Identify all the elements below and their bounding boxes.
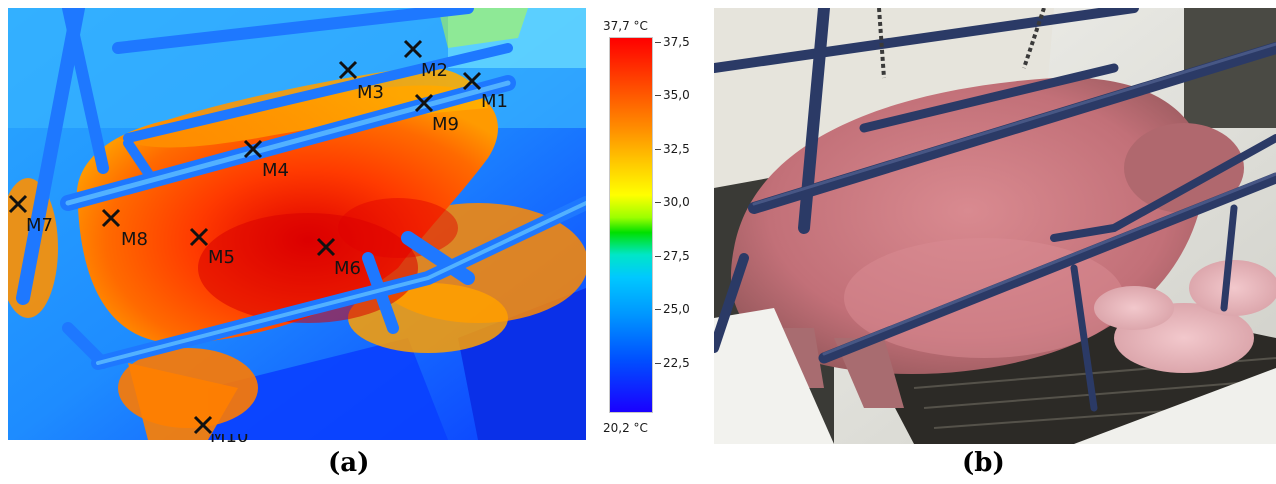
scale-tick	[655, 309, 661, 310]
marker-label-m8: M8	[121, 229, 148, 250]
marker-m4-icon	[242, 138, 264, 160]
marker-m1-icon	[461, 70, 483, 92]
caption-panel-a: (a)	[328, 448, 370, 478]
marker-label-m10-clip: M10	[210, 434, 270, 442]
thermal-image	[8, 8, 586, 440]
marker-m9-icon	[413, 92, 435, 114]
scale-tick-label: 25,0	[663, 302, 690, 316]
marker-label-m4: M4	[262, 160, 289, 181]
scale-tick	[655, 202, 661, 203]
farrowing-crate-photo	[714, 8, 1276, 444]
scale-tick	[655, 95, 661, 96]
marker-label-m6: M6	[334, 258, 361, 279]
scale-tick-label: 37,5	[663, 35, 690, 49]
marker-m7-icon	[7, 193, 29, 215]
marker-m3-icon	[337, 59, 359, 81]
scale-tick-label: 22,5	[663, 356, 690, 370]
scale-max-label: 37,7 °C	[603, 19, 648, 33]
scale-min-label: 20,2 °C	[603, 421, 648, 435]
marker-m5-icon	[188, 226, 210, 248]
caption-panel-b: (b)	[962, 448, 1005, 478]
scale-tick-label: 35,0	[663, 88, 690, 102]
scale-tick-label: 30,0	[663, 195, 690, 209]
scale-tick-label: 32,5	[663, 142, 690, 156]
marker-label-m2: M2	[421, 60, 448, 81]
marker-label-m7: M7	[26, 215, 53, 236]
marker-m10-icon	[192, 414, 214, 436]
marker-label-m5: M5	[208, 247, 235, 268]
marker-label-m9: M9	[432, 114, 459, 135]
scale-tick	[655, 256, 661, 257]
marker-label-m1: M1	[481, 91, 508, 112]
marker-label-m3: M3	[357, 82, 384, 103]
scale-tick	[655, 363, 661, 364]
scale-tick	[655, 149, 661, 150]
marker-m2-icon	[402, 38, 424, 60]
marker-label-m10: M10	[210, 434, 248, 442]
scale-tick	[655, 42, 661, 43]
scale-tick-label: 27,5	[663, 249, 690, 263]
marker-m8-icon	[100, 207, 122, 229]
temperature-colorbar	[609, 37, 653, 413]
marker-m6-icon	[315, 236, 337, 258]
